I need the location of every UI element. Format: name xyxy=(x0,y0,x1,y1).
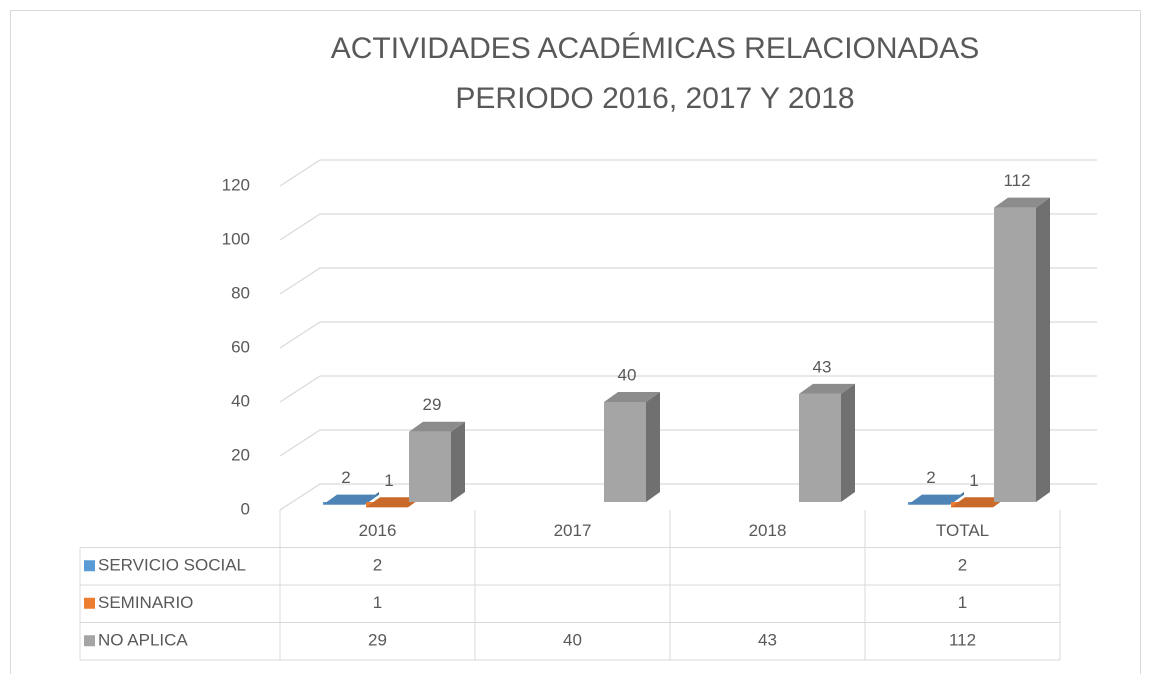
legend-label: NO APLICA xyxy=(98,631,188,650)
bar xyxy=(409,421,465,502)
bar-top xyxy=(366,497,422,508)
bar xyxy=(323,492,379,505)
legend-key xyxy=(84,635,95,647)
table-cell: 2 xyxy=(373,556,382,575)
bar xyxy=(799,383,855,502)
bar-front xyxy=(994,207,1036,502)
table-cell: 1 xyxy=(958,593,967,612)
data-label: 1 xyxy=(969,471,978,490)
bar-top xyxy=(994,197,1050,208)
table-cell: 2 xyxy=(958,556,967,575)
data-label: 43 xyxy=(813,357,832,376)
legend-key xyxy=(84,597,95,609)
data-label: 1 xyxy=(384,471,393,490)
chart-title: ACTIVIDADES ACADÉMICAS RELACIONADAS xyxy=(331,32,980,65)
legend-label: SERVICIO SOCIAL xyxy=(98,556,246,575)
bar-top xyxy=(409,421,465,432)
table-cell: 1 xyxy=(373,593,382,612)
grid-line xyxy=(279,213,1097,241)
bar-front xyxy=(409,431,451,502)
grid-line xyxy=(279,321,1097,349)
y-tick-label: 80 xyxy=(231,283,250,302)
table-cell: 43 xyxy=(758,631,777,650)
bar xyxy=(908,492,964,505)
bar-side xyxy=(451,421,465,502)
y-tick-label: 100 xyxy=(222,229,250,248)
bar-top xyxy=(323,494,379,505)
bar-top xyxy=(604,392,660,402)
data-label: 112 xyxy=(1003,171,1030,190)
y-tick-label: 60 xyxy=(231,337,250,356)
chart-title: PERIODO 2016, 2017 Y 2018 xyxy=(455,82,854,115)
data-label: 29 xyxy=(423,395,442,414)
y-tick-label: 120 xyxy=(222,175,250,194)
x-tick-label: 2017 xyxy=(554,521,592,540)
bar-front xyxy=(604,402,646,502)
legend-label: SEMINARIO xyxy=(98,593,193,612)
bar-side xyxy=(646,392,660,502)
x-tick-label: 2016 xyxy=(359,521,397,540)
bar-side xyxy=(841,383,855,502)
grid-line xyxy=(279,375,1097,403)
x-tick-label: 2018 xyxy=(749,521,787,540)
table-cell: 112 xyxy=(949,631,976,650)
table-cell: 29 xyxy=(368,631,387,650)
bar-top xyxy=(908,494,964,505)
grid-line xyxy=(279,429,1097,457)
grid-line xyxy=(279,267,1097,295)
y-tick-label: 0 xyxy=(241,499,250,518)
bar-top xyxy=(799,383,855,394)
grid-line xyxy=(279,159,1097,187)
bar-front xyxy=(799,393,841,502)
bar-side xyxy=(1036,197,1050,502)
data-label: 2 xyxy=(341,468,350,487)
y-tick-label: 20 xyxy=(231,445,250,464)
x-tick-label: TOTAL xyxy=(936,521,989,540)
data-label: 40 xyxy=(618,365,637,384)
data-label: 2 xyxy=(926,468,935,487)
chart-frame xyxy=(10,10,1141,674)
y-tick-label: 40 xyxy=(231,391,250,410)
bar xyxy=(604,392,660,502)
bar-top xyxy=(951,497,1007,508)
bar xyxy=(994,197,1050,502)
table-cell: 40 xyxy=(563,631,582,650)
legend-key xyxy=(84,560,95,572)
